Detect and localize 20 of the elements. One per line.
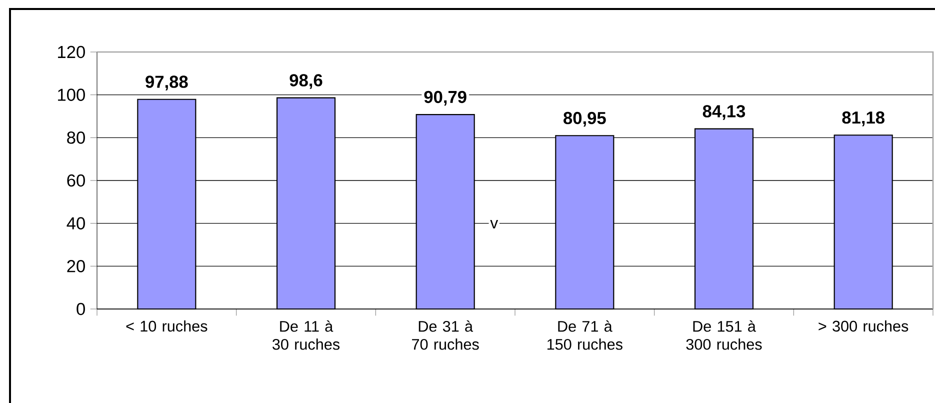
x-tick-label: < 10 ruches — [126, 320, 208, 332]
x-tick-label: De 31 à 70 ruches — [412, 320, 479, 350]
x-tick-label: De 151 à 300 ruches — [686, 320, 762, 350]
data-label: 98,6 — [290, 74, 322, 89]
x-tick-label: De 11 à 30 ruches — [272, 320, 340, 350]
x-tick-label: De 71 à 150 ruches — [547, 320, 622, 350]
data-label: 81,18 — [842, 111, 884, 126]
y-tick-label: 40 — [66, 217, 85, 230]
y-tick-label: 60 — [67, 174, 85, 187]
y-tick-label: 80 — [67, 132, 85, 144]
data-label: 90,79 — [424, 90, 466, 106]
x-tick-label: > 300 ruches — [818, 320, 908, 332]
data-label: 80,95 — [564, 112, 606, 127]
y-tick-label: 0 — [76, 302, 85, 316]
data-label: 97,88 — [146, 76, 188, 90]
annotation: v — [490, 220, 498, 228]
y-tick-label: 20 — [67, 260, 85, 272]
y-tick-label: 120 — [58, 46, 85, 58]
y-tick-label: 100 — [58, 88, 85, 101]
data-label: 84,13 — [702, 105, 746, 120]
